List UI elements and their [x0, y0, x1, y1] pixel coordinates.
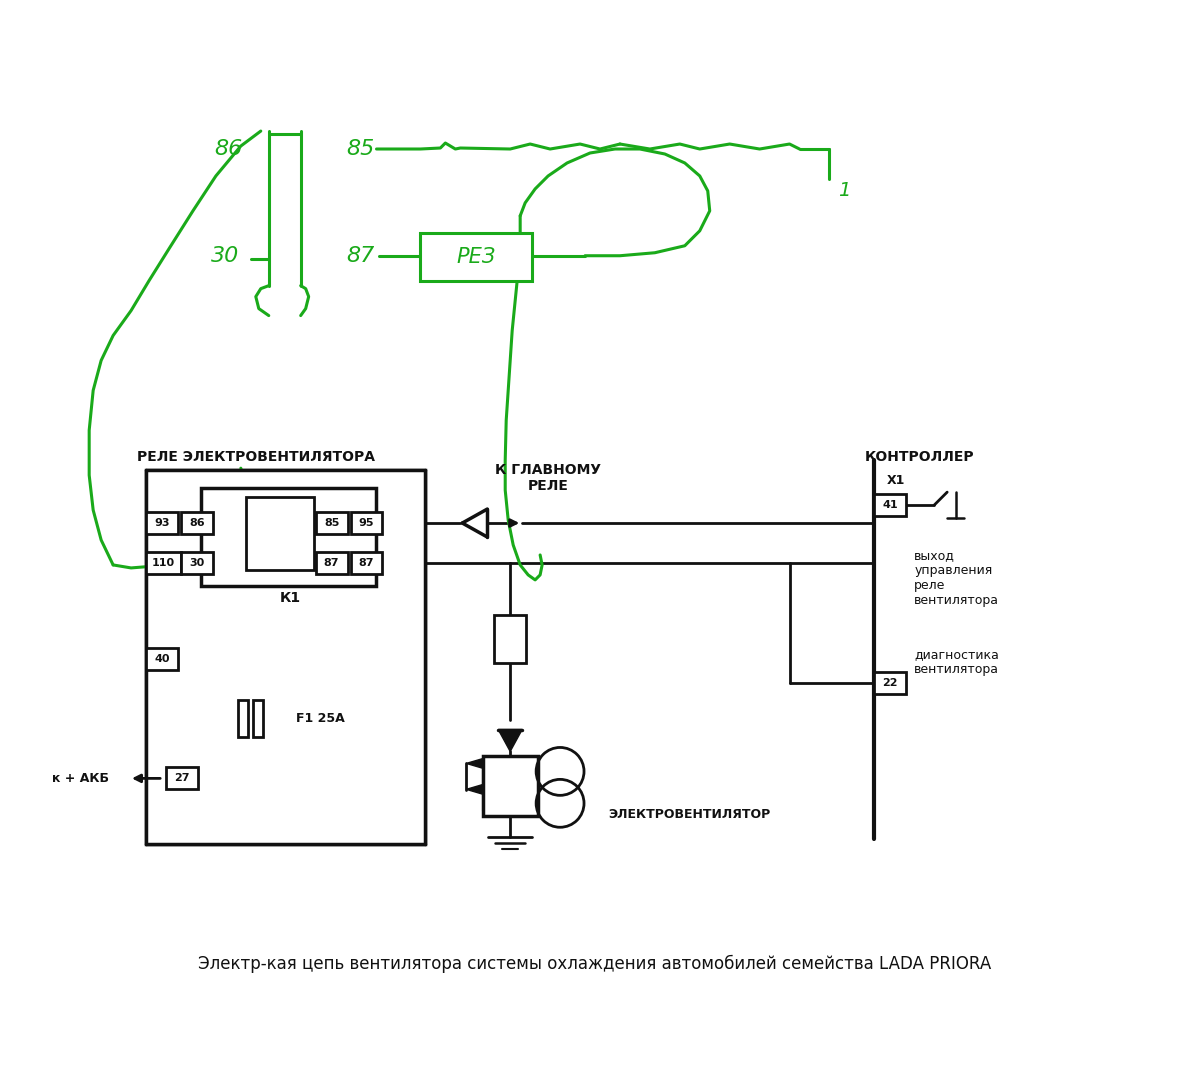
- Bar: [146, 552, 181, 573]
- Text: КОНТРОЛЛЕР: КОНТРОЛЛЕР: [864, 450, 975, 464]
- Bar: [238, 700, 248, 738]
- Text: Х1: Х1: [887, 474, 904, 487]
- Bar: [146, 648, 178, 670]
- Text: ЭЛЕКТРОВЕНТИЛЯТОР: ЭЛЕКТРОВЕНТИЛЯТОР: [608, 808, 770, 821]
- Bar: [351, 512, 382, 534]
- Bar: [246, 497, 314, 570]
- Bar: [483, 756, 538, 816]
- Text: вентилятора: вентилятора: [914, 663, 1000, 676]
- Text: 93: 93: [155, 518, 170, 528]
- Bar: [351, 552, 382, 573]
- Text: управления: управления: [914, 565, 992, 578]
- Polygon shape: [466, 758, 483, 768]
- Bar: [146, 470, 425, 845]
- Text: 30: 30: [211, 246, 239, 266]
- Text: 27: 27: [174, 773, 189, 783]
- Text: 87: 87: [358, 558, 375, 568]
- Bar: [165, 768, 198, 789]
- Text: 86: 86: [214, 139, 243, 159]
- Text: РЕЗ: РЕЗ: [457, 246, 496, 267]
- Text: 110: 110: [151, 558, 175, 568]
- Text: диагностика: диагностика: [914, 648, 1000, 661]
- Bar: [494, 615, 526, 663]
- Bar: [875, 495, 907, 516]
- Bar: [420, 233, 532, 281]
- Bar: [181, 512, 213, 534]
- Bar: [181, 552, 213, 573]
- Text: выход: выход: [914, 550, 956, 563]
- Text: вентилятора: вентилятора: [914, 594, 1000, 607]
- Text: 30: 30: [189, 558, 205, 568]
- Text: 87: 87: [324, 558, 339, 568]
- Bar: [315, 512, 347, 534]
- Bar: [201, 488, 376, 585]
- Text: 85: 85: [346, 139, 375, 159]
- Bar: [146, 512, 178, 534]
- Bar: [252, 700, 263, 738]
- Text: К ГЛАВНОМУ: К ГЛАВНОМУ: [495, 463, 601, 477]
- Polygon shape: [466, 784, 483, 795]
- Bar: [875, 672, 907, 693]
- Text: К1: К1: [280, 591, 301, 605]
- Text: РЕЛЕ ЭЛЕКТРОВЕНТИЛЯТОРА: РЕЛЕ ЭЛЕКТРОВЕНТИЛЯТОРА: [137, 450, 375, 464]
- Text: РЕЛЕ: РЕЛЕ: [527, 480, 569, 494]
- Text: 87: 87: [346, 246, 375, 266]
- Bar: [315, 552, 347, 573]
- Text: 1: 1: [838, 181, 851, 201]
- Text: Электр-кая цепь вентилятора системы охлаждения автомобилей семейства LADA PRIORA: Электр-кая цепь вентилятора системы охла…: [199, 955, 991, 973]
- Text: реле: реле: [914, 579, 946, 593]
- Polygon shape: [499, 729, 522, 752]
- Text: 22: 22: [883, 677, 898, 688]
- Text: 95: 95: [358, 518, 375, 528]
- Text: 40: 40: [155, 653, 170, 664]
- Text: F1 25А: F1 25А: [295, 712, 344, 725]
- Text: к + АКБ: к + АКБ: [52, 772, 109, 785]
- Text: 86: 86: [189, 518, 205, 528]
- Text: 41: 41: [883, 500, 898, 510]
- Text: 85: 85: [324, 518, 339, 528]
